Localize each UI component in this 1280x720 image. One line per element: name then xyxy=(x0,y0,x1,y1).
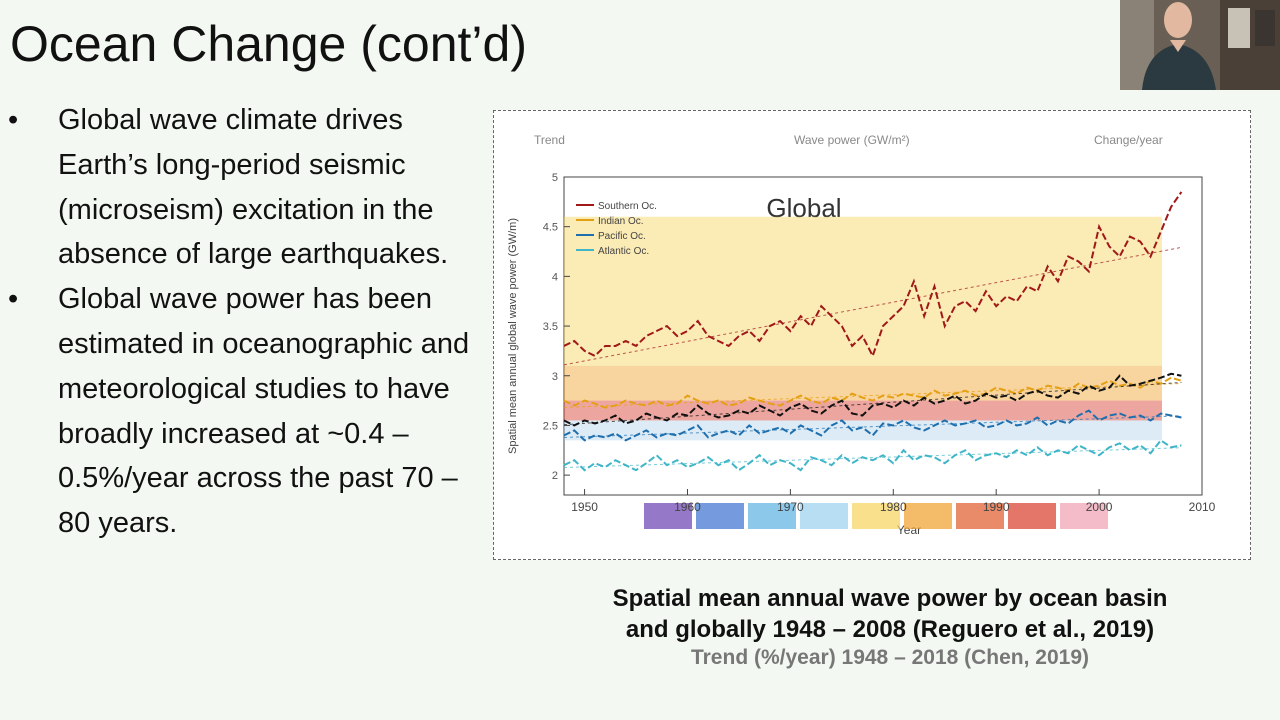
series-trend-line xyxy=(563,447,1182,469)
y-tick-label: 5 xyxy=(552,172,558,184)
colorbar-swatch xyxy=(852,503,900,529)
x-tick-label: 1970 xyxy=(777,500,804,514)
y-axis-label: Spatial mean annual global wave power (G… xyxy=(507,218,519,454)
legend-label: Southern Oc. xyxy=(598,201,657,212)
heat-band xyxy=(564,365,1162,401)
panel-label: Wave power (GW/m²) xyxy=(794,133,910,147)
colorbar-swatch xyxy=(904,503,952,529)
series-line xyxy=(563,438,1182,472)
bullet-item: • Global wave climate drives Earth’s lon… xyxy=(8,98,488,277)
bullet-list: • Global wave climate drives Earth’s lon… xyxy=(8,98,488,546)
caption-faded-line: Trend (%/year) 1948 – 2018 (Chen, 2019) xyxy=(690,646,1090,669)
plot-frame xyxy=(563,176,1203,496)
panel-label: Change/year xyxy=(1094,133,1163,147)
x-tick-label: 1990 xyxy=(983,500,1010,514)
x-tick-label: 2010 xyxy=(1189,500,1216,514)
series-line xyxy=(563,372,1182,427)
wave-power-figure: Trend Wave power (GW/m²) Change/year Glo… xyxy=(493,110,1251,560)
panel-label: Trend xyxy=(534,133,565,147)
colorbar-swatch xyxy=(800,503,848,529)
legend: Southern Oc. Indian Oc. Pacific Oc. Atlanti… xyxy=(576,201,657,257)
bullet-dot: • xyxy=(8,104,19,136)
colorbar-swatch xyxy=(1008,503,1056,529)
x-axis-ticks: 1950 1960 1970 1980 1990 2000 2010 xyxy=(571,489,1216,514)
bullet-text: Global wave climate drives Earth’s long-… xyxy=(58,104,449,271)
series-trend-line xyxy=(563,382,1182,408)
colorbar-swatch xyxy=(696,503,744,529)
series-line xyxy=(563,409,1182,442)
series-line xyxy=(563,191,1183,359)
series-lines xyxy=(563,191,1183,472)
colorbar-swatch xyxy=(956,503,1004,529)
slide-title: Ocean Change (cont’d) xyxy=(10,16,527,72)
wave-power-chart: Trend Wave power (GW/m²) Change/year Glo… xyxy=(507,133,1216,537)
presenter-webcam xyxy=(1120,0,1280,90)
y-tick-label: 2 xyxy=(552,470,558,482)
y-tick-label: 3 xyxy=(552,371,558,383)
presenter-video-icon xyxy=(1120,0,1280,90)
x-tick-label: 2000 xyxy=(1086,500,1113,514)
heat-band xyxy=(564,420,1162,441)
bullet-dot: • xyxy=(8,283,19,316)
figure-caption: Spatial mean annual wave power by ocean … xyxy=(540,583,1240,671)
y-tick-label: 4.5 xyxy=(543,222,558,234)
caption-line-2: and globally 1948 – 2008 (Reguero et al.… xyxy=(625,616,1155,643)
colorbar-swatch xyxy=(644,503,692,529)
x-tick-label: 1980 xyxy=(880,500,907,514)
colorbar-swatch xyxy=(748,503,796,529)
heat-band xyxy=(564,400,1162,421)
y-axis-ticks: 2 2.5 3 3.5 4 4.5 5 xyxy=(543,172,570,482)
series-line xyxy=(563,376,1182,409)
series-trend-line xyxy=(563,246,1182,366)
bullet-text: Global wave power has been estimated in … xyxy=(58,283,470,540)
y-tick-label: 4 xyxy=(552,271,558,283)
legend-label: Atlantic Oc. xyxy=(598,246,649,257)
bullet-item: • Global wave power has been estimated i… xyxy=(8,277,488,546)
chart-title: Global xyxy=(766,193,841,223)
y-tick-label: 3.5 xyxy=(543,321,558,333)
x-tick-label: 1960 xyxy=(674,500,701,514)
legend-label: Indian Oc. xyxy=(598,216,644,227)
heat-band xyxy=(564,216,1162,366)
series-trend-line xyxy=(563,415,1182,438)
y-tick-label: 2.5 xyxy=(543,420,558,432)
colorbar-swatch xyxy=(1060,503,1108,529)
heat-background xyxy=(564,216,1162,529)
series-trend-line xyxy=(563,381,1182,426)
x-tick-label: 1950 xyxy=(571,500,598,514)
caption-line-1: Spatial mean annual wave power by ocean … xyxy=(612,585,1168,612)
legend-label: Pacific Oc. xyxy=(598,231,646,242)
